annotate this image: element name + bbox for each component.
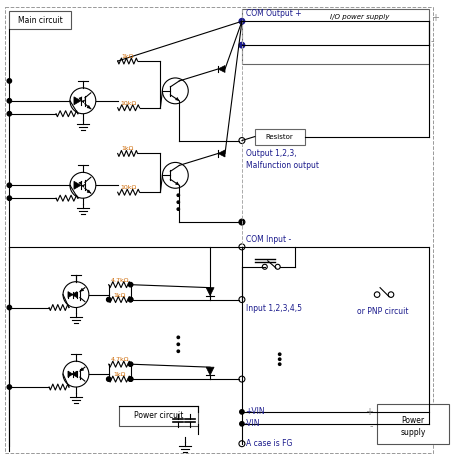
- Circle shape: [162, 78, 188, 104]
- Circle shape: [7, 112, 11, 116]
- Circle shape: [70, 172, 96, 198]
- Circle shape: [238, 18, 244, 24]
- Text: Malfunction output: Malfunction output: [245, 161, 318, 171]
- Circle shape: [278, 363, 280, 366]
- Polygon shape: [217, 150, 224, 157]
- Circle shape: [387, 292, 393, 297]
- Circle shape: [239, 220, 243, 224]
- Circle shape: [239, 422, 243, 426]
- Circle shape: [177, 208, 179, 210]
- Text: Output 1,2,3,: Output 1,2,3,: [245, 148, 296, 158]
- Circle shape: [106, 297, 111, 302]
- Circle shape: [177, 350, 179, 353]
- Circle shape: [238, 244, 244, 250]
- Circle shape: [238, 137, 244, 143]
- Polygon shape: [72, 292, 77, 298]
- Text: I/O power supply: I/O power supply: [329, 14, 388, 20]
- Circle shape: [238, 219, 244, 225]
- Text: 10kΩ: 10kΩ: [120, 101, 136, 106]
- Polygon shape: [206, 367, 213, 375]
- Text: Input 1,2,3,4,5: Input 1,2,3,4,5: [245, 303, 301, 313]
- Text: +: +: [430, 13, 438, 24]
- Circle shape: [128, 377, 132, 381]
- Text: 4.7kΩ: 4.7kΩ: [110, 357, 129, 362]
- Polygon shape: [217, 65, 224, 72]
- Text: Resistor: Resistor: [265, 134, 293, 140]
- Text: 4.7kΩ: 4.7kΩ: [110, 278, 129, 283]
- Circle shape: [63, 361, 89, 387]
- Circle shape: [238, 441, 244, 447]
- Polygon shape: [68, 371, 73, 377]
- Circle shape: [7, 385, 11, 389]
- Circle shape: [7, 79, 11, 83]
- Circle shape: [238, 296, 244, 302]
- Text: or PNP circuit: or PNP circuit: [357, 307, 408, 315]
- Circle shape: [162, 162, 188, 188]
- Text: 1kΩ: 1kΩ: [121, 54, 133, 59]
- Circle shape: [278, 353, 280, 355]
- Text: 1kΩ: 1kΩ: [113, 372, 126, 377]
- Circle shape: [128, 377, 132, 381]
- Circle shape: [128, 362, 132, 366]
- Circle shape: [128, 297, 132, 302]
- Text: +VIN: +VIN: [244, 408, 264, 416]
- Circle shape: [177, 336, 179, 338]
- Circle shape: [275, 264, 279, 269]
- Bar: [9, 12, 71, 29]
- Circle shape: [278, 358, 280, 361]
- Bar: [376, 404, 448, 443]
- Bar: [242, 9, 428, 64]
- Bar: [254, 129, 304, 145]
- Circle shape: [7, 183, 11, 188]
- Circle shape: [128, 283, 132, 287]
- Text: 1kΩ: 1kΩ: [113, 293, 126, 298]
- Text: 10kΩ: 10kΩ: [120, 185, 136, 190]
- Circle shape: [128, 297, 132, 302]
- Circle shape: [262, 264, 267, 269]
- Text: 1kΩ: 1kΩ: [121, 147, 133, 152]
- Circle shape: [7, 305, 11, 310]
- Text: -: -: [369, 421, 372, 431]
- Text: -: -: [430, 36, 433, 46]
- Circle shape: [177, 201, 179, 203]
- Text: Main circuit: Main circuit: [18, 16, 62, 25]
- Circle shape: [177, 343, 179, 345]
- Circle shape: [106, 377, 111, 381]
- Text: Power circuit: Power circuit: [133, 411, 183, 420]
- Polygon shape: [74, 181, 81, 189]
- Circle shape: [177, 194, 179, 196]
- Bar: [118, 406, 198, 426]
- Text: Power
supply: Power supply: [399, 416, 425, 437]
- Text: COM Output +: COM Output +: [245, 9, 301, 18]
- Circle shape: [374, 292, 379, 297]
- Polygon shape: [68, 292, 73, 298]
- Polygon shape: [206, 288, 213, 296]
- Circle shape: [238, 42, 244, 48]
- Polygon shape: [74, 97, 81, 105]
- Text: COM Input -: COM Input -: [245, 235, 290, 244]
- Circle shape: [70, 88, 96, 114]
- Text: -VIN: -VIN: [244, 420, 260, 428]
- Polygon shape: [72, 371, 77, 377]
- Circle shape: [238, 376, 244, 382]
- Text: A case is FG: A case is FG: [245, 439, 292, 448]
- Circle shape: [7, 99, 11, 103]
- Circle shape: [63, 282, 89, 307]
- Circle shape: [7, 196, 11, 201]
- Text: +: +: [364, 407, 372, 417]
- Circle shape: [239, 410, 243, 414]
